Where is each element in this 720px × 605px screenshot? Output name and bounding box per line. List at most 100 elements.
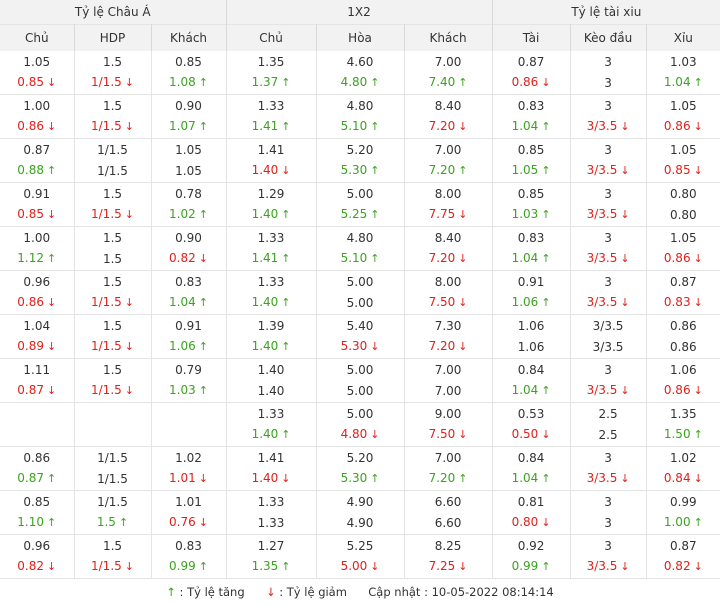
odds-value: 0.89 [17, 339, 44, 353]
arrow-down-icon: ↓ [47, 384, 57, 397]
odds-value: 1.35 [251, 559, 279, 573]
odds-value: 1.40 [257, 383, 285, 398]
arrow-up-icon: ↑ [281, 252, 291, 265]
arrow-up-icon: ↑ [370, 208, 380, 221]
arrow-up-icon: ↑ [198, 208, 208, 221]
table-cell: 3/3.5 [570, 314, 647, 336]
table-cell: 0.96 [0, 534, 75, 556]
odds-row-opening: 1.00 1.5 0.90 1.33 4.80 8.40 0.83 3 1.05 [0, 94, 720, 116]
table-cell [0, 402, 75, 424]
table-cell: 0.81 [492, 490, 571, 512]
table-cell: 1.35 [669, 407, 697, 421]
column-header: Hòa [316, 24, 405, 51]
table-cell: 1.41 ↑ [226, 116, 317, 139]
odds-row-live: 0.89 ↓ 1/1.5 ↓ 1.06 ↑ 1.40 ↑ 5.30 ↓ 7.20 ↓ 1.06 3/3.5… [0, 336, 720, 359]
table-cell: 1.05 [669, 231, 697, 245]
odds-value: 1.06 [511, 295, 539, 309]
table-cell: 0.83 ↓ [646, 292, 720, 315]
table-cell: 3 [570, 94, 647, 116]
odds-value: 5.10 [340, 251, 368, 265]
table-cell: 1.39 [226, 314, 317, 336]
arrow-up-icon: ↑ [370, 76, 380, 89]
table-cell: 6.60 [404, 512, 493, 535]
odds-value: 5.00 [346, 383, 374, 398]
table-cell: 3/3.5 ↓ [570, 292, 647, 315]
odds-value: 0.86 [663, 251, 691, 265]
odds-value: 7.40 [428, 75, 456, 89]
table-cell: 0.84 [492, 358, 571, 380]
table-cell: 3/3.5 ↓ [570, 160, 647, 183]
table-cell: 0.83 [492, 94, 571, 116]
odds-value: 1.05 [511, 163, 539, 177]
arrow-up-icon: ↑ [281, 428, 291, 441]
table-cell: 1.27 [226, 534, 317, 556]
table-cell: 1/1.5 [74, 160, 152, 183]
table-cell: 1.12 ↑ [0, 248, 75, 271]
table-cell: 7.20 ↓ [404, 248, 493, 271]
table-cell: 0.91 [0, 182, 75, 204]
table-cell: 0.83 [151, 270, 227, 292]
arrow-down-icon: ↓ [370, 428, 380, 441]
arrow-down-icon: ↓ [458, 428, 468, 441]
table-cell: 1.04 ↑ [151, 292, 227, 315]
arrow-up-icon: ↑ [281, 76, 291, 89]
odds-value: 1.01 [169, 471, 196, 485]
odds-value: 0.82 [169, 251, 196, 265]
odds-value: 0.86 [17, 119, 44, 133]
odds-value: 1.40 [251, 163, 279, 177]
odds-value: 1/1.5 [97, 471, 128, 486]
odds-value: 0.87 [17, 383, 44, 397]
table-cell: 3 [570, 182, 647, 204]
table-cell: 0.89 ↓ [0, 336, 75, 359]
table-cell: 1.5 [74, 226, 152, 248]
arrow-up-icon: ↑ [541, 384, 551, 397]
odds-row-opening: 1.04 1.5 0.91 1.39 5.40 7.30 1.06 3/3.5 0.86 [0, 314, 720, 336]
table-cell: 5.25 [316, 534, 405, 556]
table-cell: 3/3.5 ↓ [570, 248, 647, 271]
odds-value: 1.02 [169, 207, 196, 221]
odds-value: 1/1.5 [91, 559, 122, 573]
odds-value: 1.50 [663, 427, 691, 441]
odds-value: 1.04 [169, 295, 196, 309]
table-cell: 1.05 [669, 99, 697, 113]
table-cell: 0.50 ↓ [492, 424, 571, 447]
odds-value: 3/3.5 [592, 339, 624, 354]
table-cell: 1.35 [226, 51, 317, 72]
arrow-up-icon: ↑ [198, 76, 208, 89]
arrow-down-icon: ↓ [458, 296, 468, 309]
arrow-down-icon: ↓ [370, 340, 380, 353]
table-cell: 0.86 ↓ [0, 116, 75, 139]
arrow-down-icon: ↓ [124, 384, 134, 397]
table-cell: 1.50 ↑ [646, 424, 720, 447]
arrow-up-icon: ↑ [370, 120, 380, 133]
odds-value: 1.04 [511, 471, 539, 485]
table-cell: 1.03 ↑ [151, 380, 227, 403]
odds-value: 7.20 [428, 471, 456, 485]
odds-row-opening: 1.05 1.5 0.85 1.35 4.60 7.00 0.87 3 1.03 [0, 51, 720, 72]
table-cell: 1.11 [0, 358, 75, 380]
table-cell: 1.04 ↑ [492, 380, 571, 403]
odds-value: 6.60 [434, 515, 462, 530]
odds-value: 1.05 [175, 163, 202, 178]
arrow-down-icon: ↓ [124, 208, 134, 221]
arrow-down-icon: ↓ [458, 340, 468, 353]
arrow-down-icon: ↓ [47, 340, 57, 353]
table-cell: 1.40 ↑ [226, 204, 317, 227]
table-cell: 1.33 [226, 226, 317, 248]
odds-value: 1/1.5 [91, 295, 122, 309]
table-cell: 1.10 ↑ [0, 512, 75, 535]
table-cell: 1.05 [669, 143, 697, 157]
arrow-up-icon: ↑ [541, 472, 551, 485]
odds-value: 1.00 [663, 515, 691, 529]
odds-value: 0.82 [17, 559, 44, 573]
column-header: Tài [492, 24, 571, 51]
table-cell: 0.99 ↑ [492, 556, 571, 579]
arrow-up-icon: ↑ [198, 296, 208, 309]
table-cell: 3 [570, 226, 647, 248]
table-cell: 3 [570, 270, 647, 292]
table-cell: 1.02 [669, 451, 697, 465]
arrow-down-icon: ↓ [620, 472, 630, 485]
odds-value: 1.37 [251, 75, 279, 89]
table-cell: 0.91 [492, 270, 571, 292]
arrow-up-icon: ↑ [281, 560, 291, 573]
